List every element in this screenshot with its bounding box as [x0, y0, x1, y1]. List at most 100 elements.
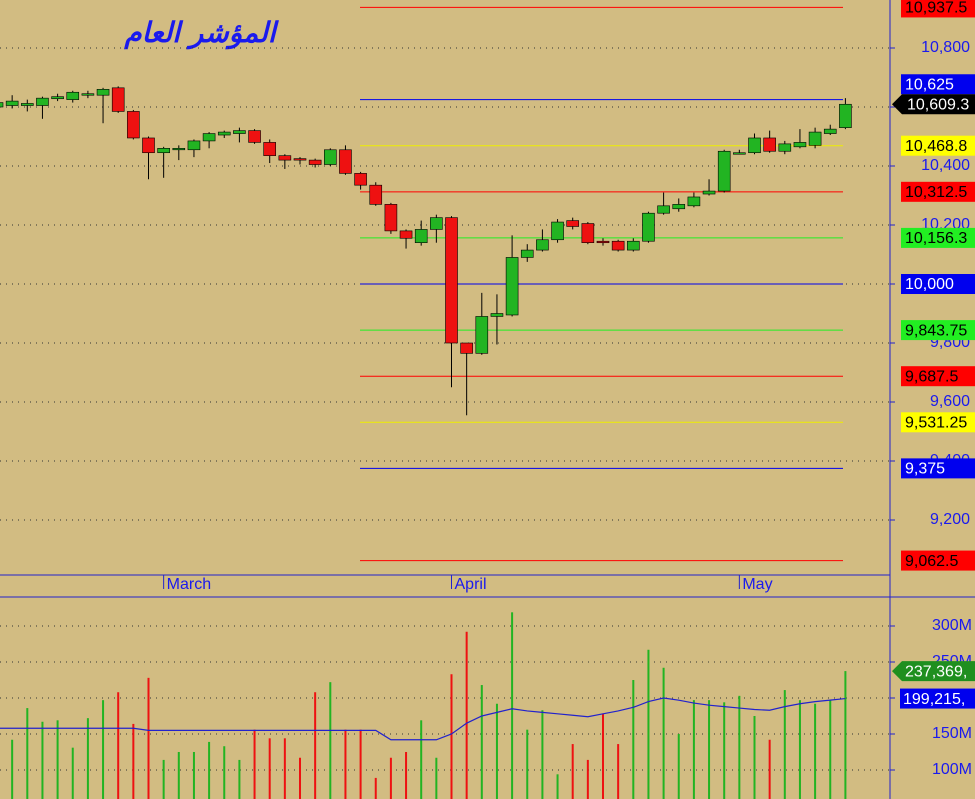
candle-body: [460, 342, 473, 354]
candle-body: [611, 240, 625, 251]
candle-body: [20, 103, 34, 106]
candle-body: [339, 149, 352, 174]
volume-bar: [662, 667, 665, 799]
last-volume-box: [892, 661, 975, 682]
volume-bar: [71, 747, 74, 799]
volume-bar: [571, 744, 574, 799]
level-label-box: [901, 320, 975, 341]
ma-label-box: [900, 688, 975, 709]
level-label-box: [901, 274, 975, 295]
candle-body: [490, 313, 504, 317]
volume-bar: [56, 720, 59, 799]
volume-bar: [389, 757, 392, 799]
candle-body: [5, 100, 19, 106]
volume-bar: [102, 700, 105, 799]
candle-body: [536, 239, 549, 251]
candle-body: [172, 148, 186, 151]
candle-body: [111, 87, 125, 112]
volume-bar: [526, 729, 529, 799]
volume-bar: [723, 702, 726, 799]
candle-body: [81, 93, 95, 96]
level-label: 10,312.5: [905, 184, 967, 201]
candle-body: [263, 142, 277, 156]
volume-bar: [11, 739, 14, 799]
volume-bar: [511, 612, 514, 799]
candle-body: [430, 217, 443, 230]
volume-bar: [692, 700, 695, 799]
candle-body: [399, 230, 413, 239]
volume-bar: [783, 690, 786, 799]
candle-body: [717, 150, 731, 192]
candle-body: [51, 96, 64, 100]
candle-body: [793, 142, 807, 148]
volume-bar: [208, 741, 211, 799]
y-tick-label: 9,600: [930, 393, 970, 410]
candle-body: [642, 212, 655, 242]
volume-bar: [465, 631, 468, 799]
candle-body: [96, 88, 110, 96]
candle-body: [384, 204, 398, 232]
candle-body: [748, 137, 761, 154]
level-label-box: [901, 366, 975, 387]
level-label-box: [901, 135, 975, 156]
level-label-box: [901, 74, 975, 95]
volume-bar: [420, 720, 423, 799]
candle-body: [157, 148, 170, 154]
volume-bar: [314, 692, 317, 799]
volume-bar: [359, 729, 362, 799]
volume-bar: [708, 700, 711, 799]
level-label: 10,000: [905, 276, 954, 293]
volume-bar: [586, 759, 589, 799]
volume-bar: [844, 671, 847, 799]
candle-body: [414, 229, 428, 244]
x-tick-label: April: [455, 576, 487, 593]
candle-body: [217, 131, 231, 136]
chart-title: المؤشر العام: [123, 16, 280, 50]
volume-bar: [283, 738, 286, 799]
last-volume-label: 237,369,: [905, 663, 967, 680]
candle-body: [778, 143, 792, 152]
candle-body: [626, 240, 640, 251]
candle-body: [672, 204, 686, 210]
candle-body: [581, 223, 595, 244]
candle-body: [36, 97, 49, 106]
volume-bar: [253, 729, 256, 799]
volume-bar: [268, 738, 271, 799]
x-tick-label: March: [167, 576, 211, 593]
candle-body: [323, 149, 337, 165]
candle-body: [445, 217, 458, 344]
level-label: 10,937.5: [905, 0, 967, 17]
volume-bar: [495, 703, 498, 799]
candle-body: [233, 130, 246, 134]
volume-bar: [192, 751, 195, 799]
volume-bar: [223, 746, 226, 799]
candle-body: [66, 91, 80, 100]
volume-bar: [738, 695, 741, 799]
candle-body: [823, 128, 837, 134]
volume-bar: [405, 751, 408, 799]
level-label: 10,156.3: [905, 230, 967, 247]
volume-bar: [450, 674, 453, 799]
volume-bar: [814, 703, 817, 799]
y-tick-label: 10,800: [921, 39, 970, 56]
last-price-label: 10,609.3: [907, 96, 969, 113]
y-tick-label: 9,200: [930, 511, 970, 528]
candle-body: [763, 137, 776, 152]
y-tick-label: 100M: [932, 761, 972, 778]
volume-bar: [541, 710, 544, 799]
volume-ma-line: [0, 697, 846, 741]
y-tick-label: 300M: [932, 617, 972, 634]
level-label: 9,375: [905, 461, 945, 478]
level-label-box: [901, 412, 975, 433]
candle-body: [733, 152, 746, 155]
volume-bar: [132, 723, 135, 799]
volume-bar: [435, 757, 438, 799]
candle-body: [293, 158, 307, 161]
candle-body: [278, 155, 292, 161]
candle-body: [369, 184, 383, 205]
volume-bar: [829, 700, 832, 799]
volume-bar: [556, 774, 559, 799]
volume-bar: [117, 692, 120, 799]
level-label: 10,468.8: [905, 138, 967, 155]
